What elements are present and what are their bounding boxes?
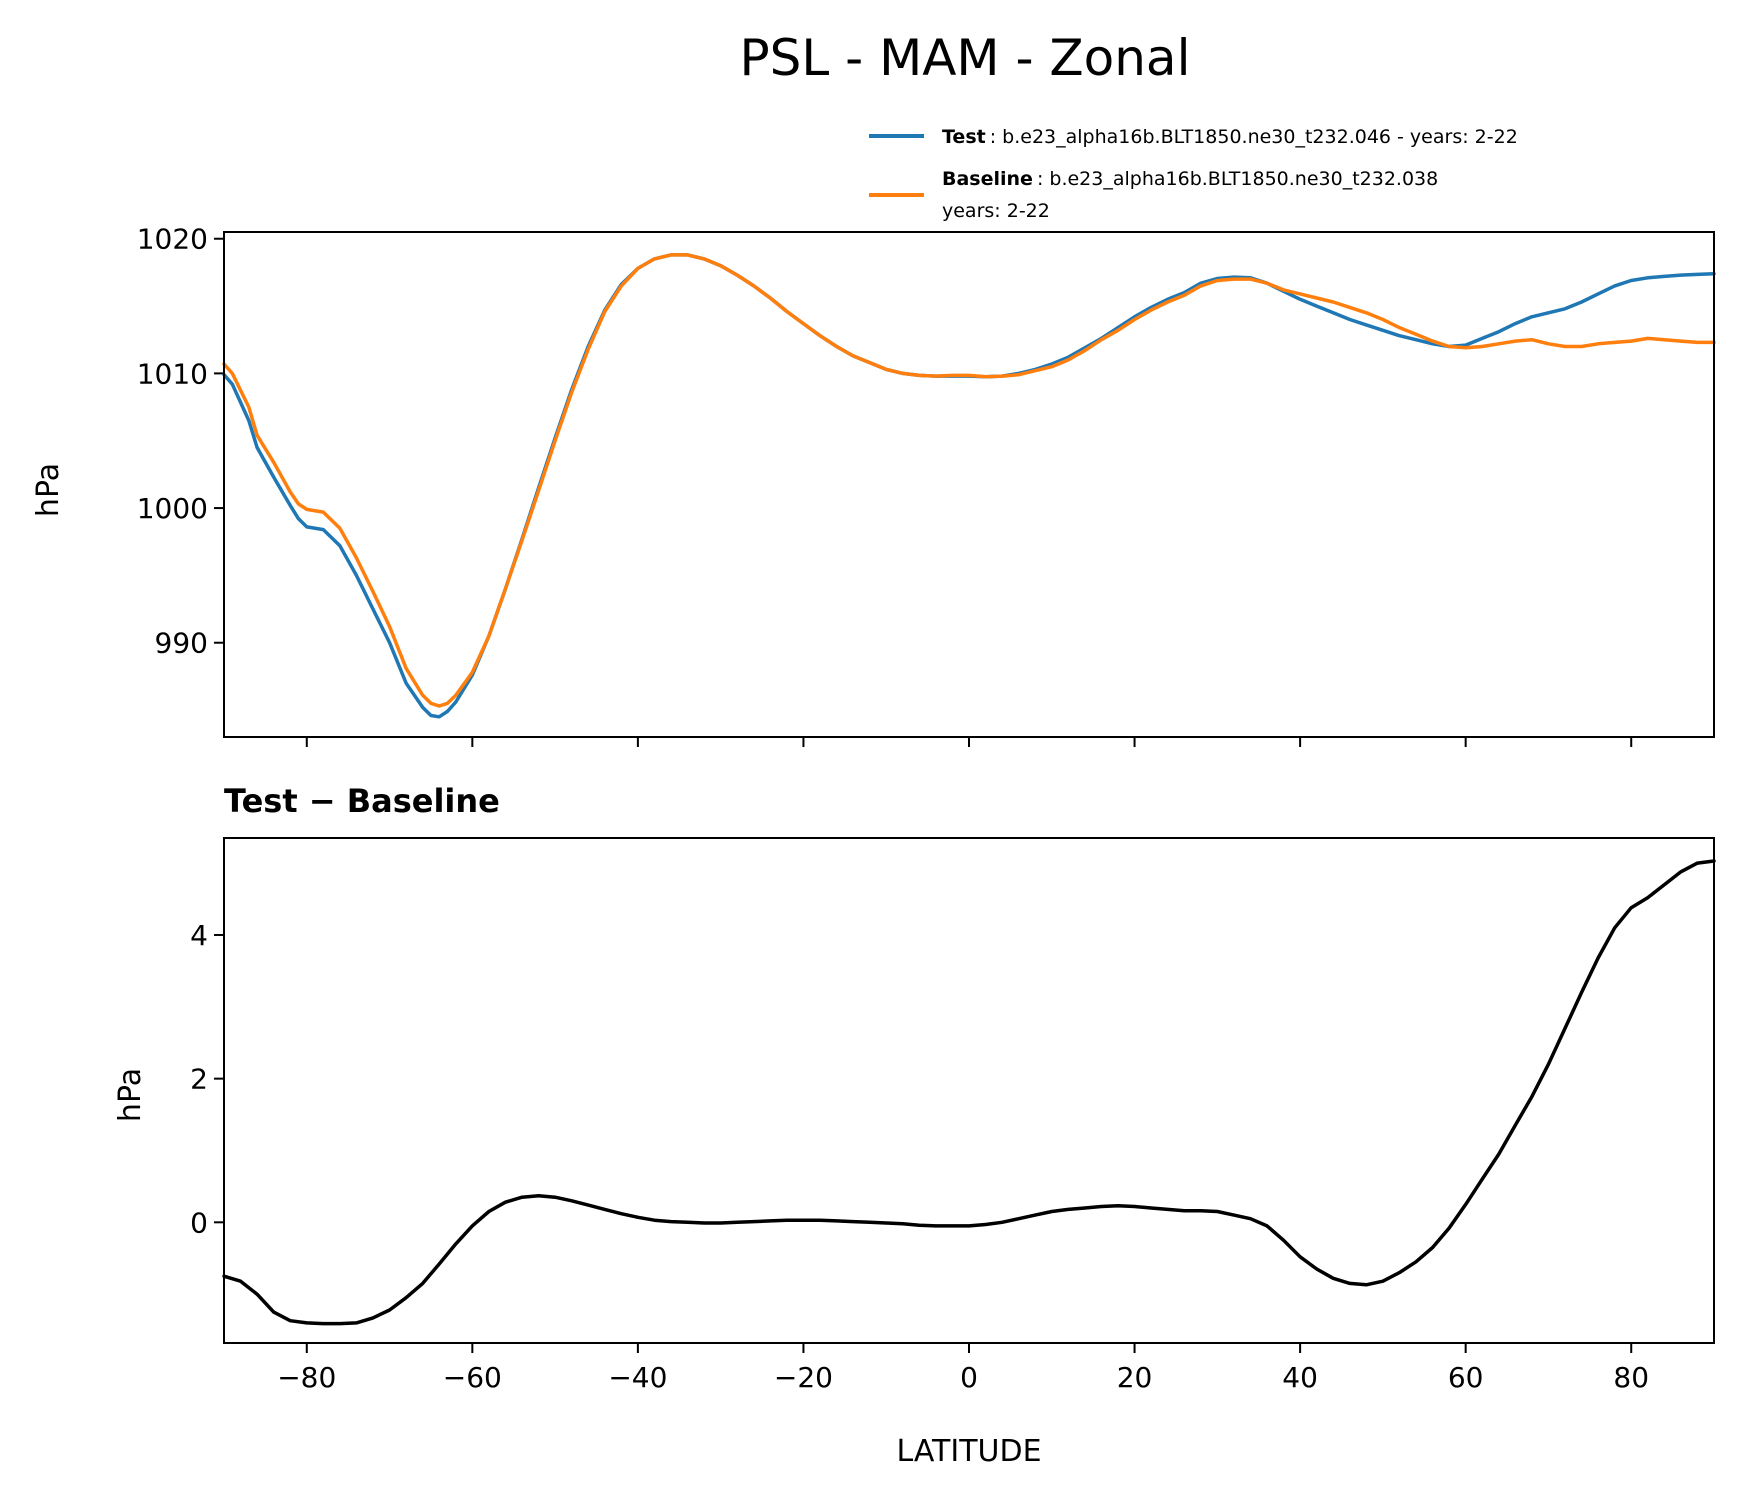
bottom-xtick-label: −60 bbox=[443, 1361, 502, 1394]
bottom-xtick-label: 0 bbox=[960, 1361, 978, 1394]
bottom-yticks: 0 2 4 bbox=[190, 919, 224, 1239]
bottom-ytick-label: 4 bbox=[190, 919, 208, 952]
top-yticks: 990 1000 1010 1020 bbox=[137, 223, 224, 660]
top-ytick-label: 1020 bbox=[137, 223, 208, 256]
bottom-ytick-label: 0 bbox=[190, 1206, 208, 1239]
top-xticks bbox=[305, 737, 1633, 747]
xlabel-bottom: LATITUDE bbox=[896, 1434, 1041, 1469]
top-ytick-label: 1010 bbox=[137, 357, 208, 390]
bottom-lines bbox=[222, 859, 1716, 1326]
bottom-xtick-label: −20 bbox=[774, 1361, 833, 1394]
ylabel-bottom: hPa bbox=[113, 1068, 148, 1122]
legend-entry-test: Test: b.e23_alpha16b.BLT1850.ne30_t232.0… bbox=[942, 126, 1518, 148]
top-lines bbox=[222, 253, 1716, 719]
bottom-xtick-label: 20 bbox=[1117, 1361, 1153, 1394]
top-ytick-label: 1000 bbox=[137, 492, 208, 525]
legend-test-text: : b.e23_alpha16b.BLT1850.ne30_t232.046 -… bbox=[990, 126, 1518, 148]
panel-title-bottom: Test − Baseline bbox=[224, 782, 500, 820]
bottom-xtick-label: −40 bbox=[608, 1361, 667, 1394]
legend-entry-baseline: Baseline: b.e23_alpha16b.BLT1850.ne30_t2… bbox=[942, 168, 1438, 190]
top-panel: hPa 990 1000 1010 1020 bbox=[31, 223, 1716, 747]
bottom-panel: Test − Baseline hPa 0 2 4 −80 −60 −40 −20 0 20 4… bbox=[113, 782, 1716, 1469]
legend-baseline-text-line2: years: 2-22 bbox=[942, 200, 1050, 222]
bottom-xtick-label: −80 bbox=[277, 1361, 336, 1394]
top-series-line-baseline bbox=[222, 253, 1716, 708]
bottom-xtick-label: 80 bbox=[1613, 1361, 1649, 1394]
bottom-ytick-label: 2 bbox=[190, 1063, 208, 1096]
legend: Test: b.e23_alpha16b.BLT1850.ne30_t232.0… bbox=[869, 126, 1518, 222]
legend-test-name: Test bbox=[942, 126, 986, 148]
ylabel-top: hPa bbox=[31, 463, 66, 517]
figure-title: PSL - MAM - Zonal bbox=[740, 29, 1191, 87]
legend-baseline-text: : b.e23_alpha16b.BLT1850.ne30_t232.038 bbox=[1037, 168, 1438, 190]
bottom-xtick-label: 40 bbox=[1282, 1361, 1318, 1394]
bottom-axes-frame bbox=[223, 837, 1715, 1344]
legend-baseline-name: Baseline bbox=[942, 168, 1033, 190]
top-axes-frame bbox=[223, 231, 1715, 738]
bottom-xtick-label: 60 bbox=[1448, 1361, 1484, 1394]
bottom-xticks: −80 −60 −40 −20 0 20 40 60 80 bbox=[277, 1343, 1649, 1394]
bottom-series-line-difference bbox=[222, 859, 1716, 1326]
top-ytick-label: 990 bbox=[155, 627, 208, 660]
